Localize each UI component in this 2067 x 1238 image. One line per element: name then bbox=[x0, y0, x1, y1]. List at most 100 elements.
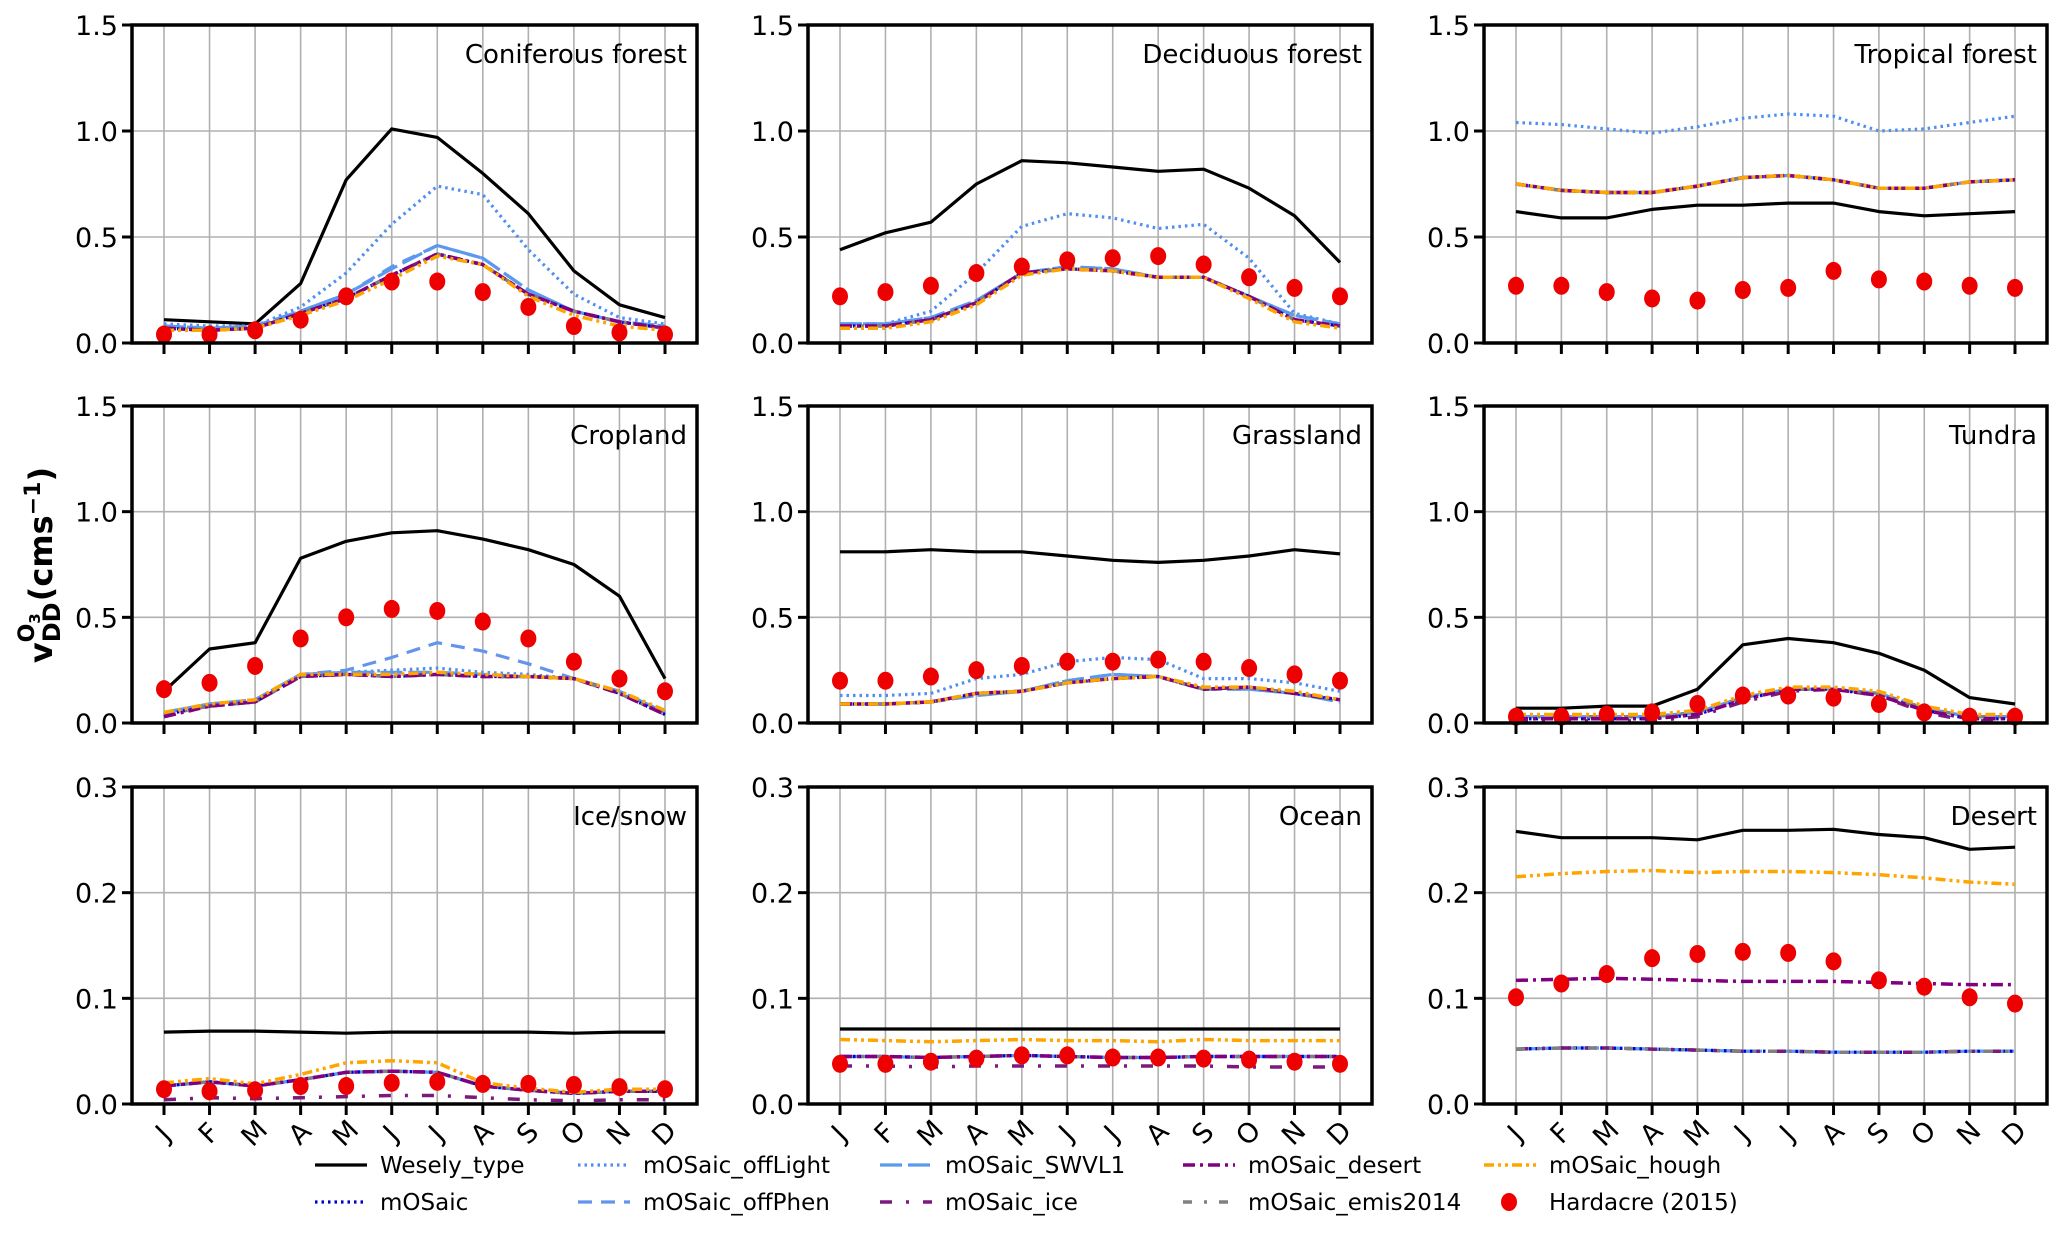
y-axis-label-units: (cms bbox=[22, 515, 60, 601]
hardacre-point bbox=[338, 608, 355, 627]
y-tick-label: 0.5 bbox=[1427, 603, 1470, 634]
series-line-hough bbox=[1516, 685, 2015, 717]
series-line-ice bbox=[840, 267, 1341, 328]
y-tick-label: 1.5 bbox=[1427, 11, 1470, 42]
hardacre-point bbox=[474, 283, 491, 302]
hardacre-point bbox=[1780, 686, 1797, 705]
x-tick-label: A bbox=[959, 1116, 994, 1151]
legend-label: mOSaic_desert bbox=[1248, 1153, 1421, 1179]
hardacre-point bbox=[1916, 703, 1933, 722]
series-line-hough bbox=[163, 670, 666, 715]
hardacre-point bbox=[1598, 705, 1615, 724]
legend-item-ice: mOSaic_ice bbox=[880, 1190, 1078, 1216]
hardacre-point bbox=[2007, 994, 2023, 1013]
hardacre-point bbox=[1332, 287, 1348, 306]
series-line-desert bbox=[1516, 687, 2015, 721]
hardacre-point bbox=[565, 317, 582, 336]
x-tick-label: M bbox=[327, 1114, 365, 1152]
hardacre-point bbox=[1241, 1050, 1258, 1069]
legend-item-offLight: mOSaic_offLight bbox=[578, 1153, 830, 1179]
x-tick-label: A bbox=[1816, 1116, 1851, 1151]
x-tick-label: D bbox=[1321, 1115, 1358, 1152]
hardacre-point bbox=[1332, 1054, 1348, 1073]
series-line-ice bbox=[163, 252, 666, 333]
hardacre-point bbox=[565, 1075, 582, 1094]
y-tick-label: 1.0 bbox=[75, 117, 118, 148]
y-tick-label: 1.0 bbox=[751, 498, 794, 529]
series-line-mosaic bbox=[163, 672, 666, 717]
axes-frame bbox=[130, 404, 699, 725]
x-tick-label: A bbox=[283, 1116, 318, 1151]
hardacre-point bbox=[832, 287, 848, 306]
x-tick-label: A bbox=[465, 1116, 500, 1151]
x-tick-label: J bbox=[1052, 1120, 1081, 1149]
series-line-wesely bbox=[163, 1029, 665, 1035]
hardacre-point bbox=[156, 680, 172, 699]
hardacre-point bbox=[922, 276, 939, 295]
y-tick-label: 1.0 bbox=[1427, 117, 1470, 148]
panel-cropland: 0.0 0.5 1.0 1.5 Cropland bbox=[75, 392, 699, 740]
axes-frame bbox=[1482, 23, 2049, 345]
panel-grassland: 0.0 0.5 1.0 1.5 Grassland bbox=[751, 392, 1374, 740]
hardacre-point bbox=[1332, 671, 1348, 690]
y-tick-label: 1.5 bbox=[751, 11, 794, 42]
series-line-desert bbox=[1515, 976, 2015, 987]
x-tick-label: F bbox=[1545, 1117, 1578, 1150]
hardacre-point bbox=[1734, 686, 1751, 705]
y-tick-label: 0.1 bbox=[751, 984, 794, 1015]
series-line-swvl1 bbox=[163, 1069, 665, 1096]
x-tick-label: J bbox=[1773, 1120, 1802, 1149]
x-tick-label: M bbox=[1002, 1114, 1040, 1152]
y-axis-label-units-close: ) bbox=[22, 467, 60, 482]
hardacre-point bbox=[2007, 278, 2023, 297]
y-tick-label: 0.5 bbox=[75, 223, 118, 254]
hardacre-point bbox=[520, 297, 537, 316]
x-tick-label: N bbox=[1276, 1116, 1312, 1152]
y-axis-label: vDDO3 (cms−1) bbox=[15, 467, 66, 663]
hardacre-point bbox=[2007, 707, 2023, 726]
hardacre-point bbox=[247, 1081, 264, 1100]
series-line-emis2014 bbox=[163, 1069, 665, 1096]
x-tick-label: J bbox=[1097, 1120, 1126, 1149]
series-line-swvl1 bbox=[840, 672, 1341, 706]
y-tick-label: 0.0 bbox=[751, 329, 794, 360]
hardacre-point bbox=[474, 612, 491, 631]
series-line-hough bbox=[839, 1037, 1340, 1044]
series-line-offLight bbox=[840, 212, 1341, 326]
hardacre-point bbox=[1013, 656, 1030, 675]
series-line-emis2014 bbox=[840, 267, 1341, 328]
x-tick-label: A bbox=[1634, 1116, 1669, 1151]
series-line-ice bbox=[163, 672, 666, 719]
hardacre-point bbox=[201, 325, 218, 344]
y-tick-label: 0.5 bbox=[751, 223, 794, 254]
y-tick-label: 1.5 bbox=[75, 392, 118, 423]
panel-title: Grassland bbox=[1232, 421, 1362, 451]
hardacre-point bbox=[474, 1074, 491, 1093]
series-line-swvl1 bbox=[163, 243, 666, 330]
y-tick-label: 0.0 bbox=[75, 1090, 118, 1121]
hardacre-point bbox=[1195, 255, 1212, 274]
hardacre-point bbox=[1241, 659, 1258, 678]
hardacre-point bbox=[1059, 652, 1076, 671]
hardacre-point bbox=[1689, 291, 1706, 310]
hardacre-point bbox=[429, 272, 446, 291]
hardacre-point bbox=[338, 287, 355, 306]
hardacre-point bbox=[1689, 694, 1706, 713]
hardacre-point bbox=[1916, 272, 1933, 291]
x-tick-label: J bbox=[824, 1120, 853, 1149]
hardacre-point bbox=[1553, 707, 1570, 726]
series-line-wesely bbox=[1515, 201, 2016, 220]
hardacre-point bbox=[611, 669, 628, 688]
hardacre-point bbox=[1059, 1046, 1076, 1065]
y-tick-label: 0.2 bbox=[75, 879, 118, 910]
hardacre-point bbox=[201, 1082, 218, 1101]
hardacre-point bbox=[520, 629, 537, 648]
series-line-desert bbox=[163, 672, 666, 719]
panel-title: Coniferous forest bbox=[465, 40, 687, 70]
y-tick-label: 0.2 bbox=[1427, 879, 1470, 910]
x-tick-label: J bbox=[148, 1120, 177, 1149]
hardacre-point bbox=[292, 629, 309, 648]
y-tick-label: 0.0 bbox=[751, 709, 794, 740]
y-tick-label: 0.1 bbox=[75, 984, 118, 1015]
